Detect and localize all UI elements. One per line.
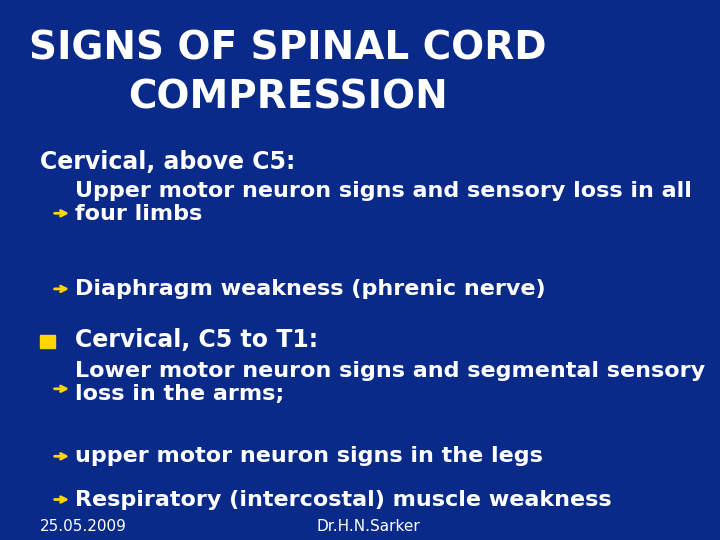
FancyBboxPatch shape — [40, 335, 55, 348]
Text: Cervical, above C5:: Cervical, above C5: — [40, 150, 296, 174]
Text: Upper motor neuron signs and sensory loss in all
four limbs: Upper motor neuron signs and sensory los… — [75, 181, 692, 224]
Text: 25.05.2009: 25.05.2009 — [40, 519, 127, 534]
Text: SIGNS OF SPINAL CORD: SIGNS OF SPINAL CORD — [29, 30, 546, 68]
Text: COMPRESSION: COMPRESSION — [127, 78, 448, 116]
Text: upper motor neuron signs in the legs: upper motor neuron signs in the legs — [75, 446, 543, 467]
Text: Diaphragm weakness (phrenic nerve): Diaphragm weakness (phrenic nerve) — [75, 279, 546, 299]
Text: Respiratory (intercostal) muscle weakness: Respiratory (intercostal) muscle weaknes… — [75, 489, 611, 510]
Text: Dr.H.N.Sarker: Dr.H.N.Sarker — [316, 519, 420, 534]
Text: Lower motor neuron signs and segmental sensory
loss in the arms;: Lower motor neuron signs and segmental s… — [75, 361, 705, 404]
Text: Cervical, C5 to T1:: Cervical, C5 to T1: — [75, 328, 318, 352]
